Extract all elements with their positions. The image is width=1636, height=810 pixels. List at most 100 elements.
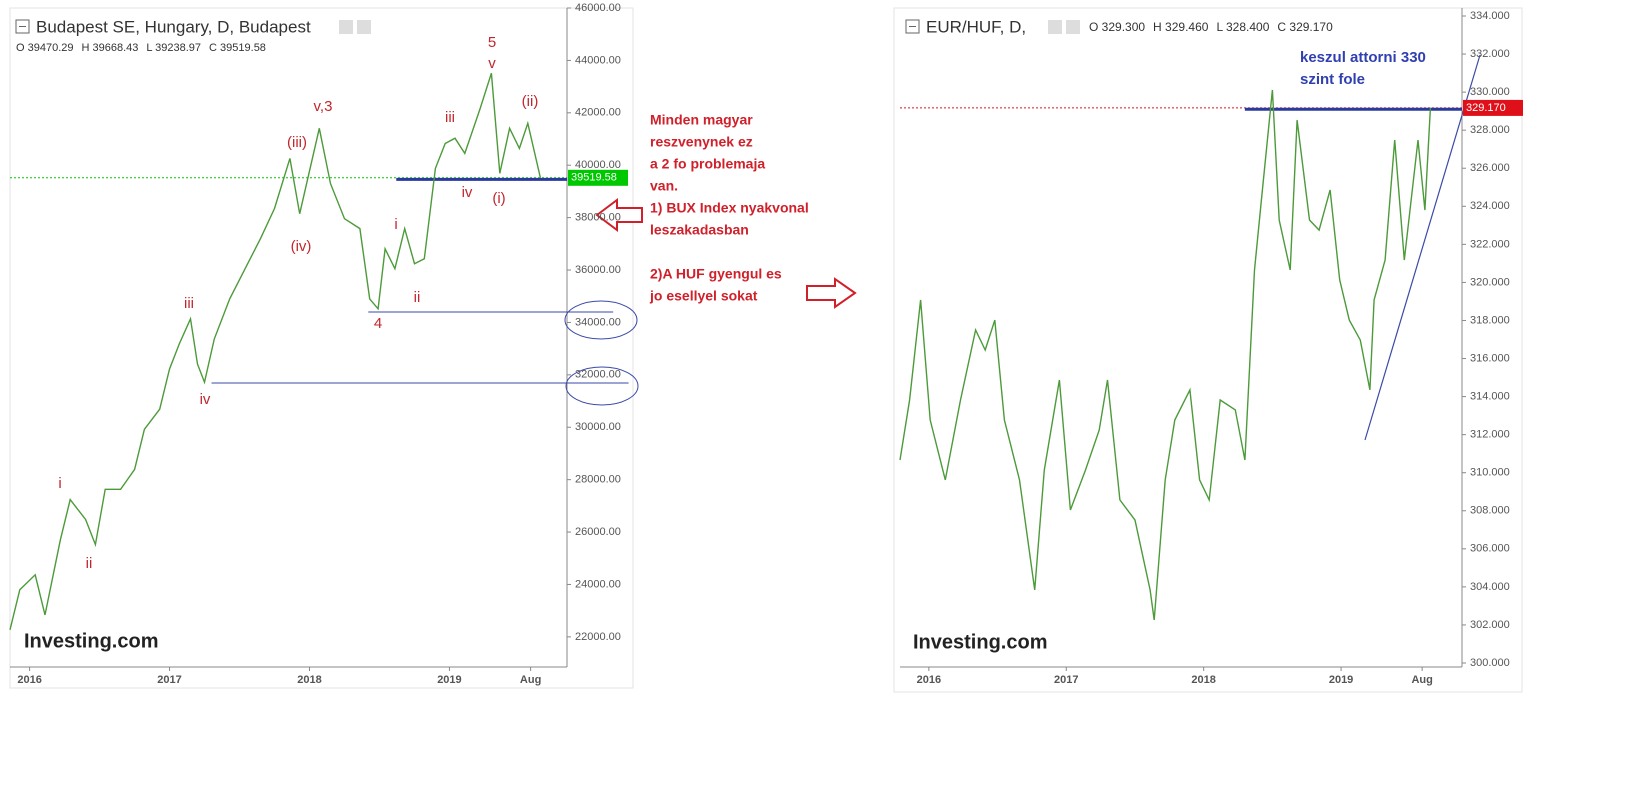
annotation: iii — [184, 295, 194, 312]
last-price-label: 329.170 — [1466, 102, 1506, 114]
y-tick-label: 36000.00 — [575, 264, 621, 276]
y-tick-label: 34000.00 — [575, 316, 621, 328]
annotation: i — [394, 216, 397, 233]
y-tick-label: 300.000 — [1470, 657, 1510, 669]
note-line: a 2 fo problemaja — [650, 156, 765, 172]
x-tick-label: 2019 — [437, 674, 461, 686]
ellipse-mark — [564, 300, 638, 340]
ohlc-value: H 329.460 — [1153, 20, 1209, 34]
annotation: 4 — [374, 315, 382, 332]
y-tick-label: 304.000 — [1470, 581, 1510, 593]
y-tick-label: 40000.00 — [575, 159, 621, 171]
arrow-right — [806, 277, 857, 309]
y-tick-label: 22000.00 — [575, 631, 621, 643]
note-line: jo esellyel sokat — [649, 288, 758, 304]
annotation: iii — [445, 109, 455, 126]
y-tick-label: 332.000 — [1470, 48, 1510, 60]
annotation: v — [488, 55, 496, 72]
y-tick-label: 24000.00 — [575, 578, 621, 590]
y-tick-label: 320.000 — [1470, 276, 1510, 288]
y-tick-label: 28000.00 — [575, 474, 621, 486]
note-line: 1) BUX Index nyakvonal — [650, 200, 809, 216]
last-price-box — [1463, 99, 1523, 116]
y-tick-label: 308.000 — [1470, 505, 1510, 517]
y-tick-label: 302.000 — [1470, 619, 1510, 631]
price-line — [9, 72, 542, 630]
y-tick-label: 328.000 — [1470, 124, 1510, 136]
collapse-icon[interactable] — [15, 19, 30, 34]
arrow-left — [595, 198, 643, 232]
watermark: Investing.com — [913, 631, 1047, 653]
y-tick-label: 310.000 — [1470, 467, 1510, 479]
x-tick-label: 2019 — [1329, 674, 1353, 686]
y-tick-label: 334.000 — [1470, 10, 1510, 22]
y-tick-label: 318.000 — [1470, 314, 1510, 326]
x-tick-label: 2017 — [157, 674, 181, 686]
settings-icon[interactable] — [357, 20, 371, 34]
last-price-label: 39519.58 — [571, 172, 617, 184]
note-line: leszakadasban — [650, 222, 749, 238]
watermark: Investing.com — [24, 630, 158, 652]
y-tick-label: 322.000 — [1470, 238, 1510, 250]
price-line — [899, 89, 1432, 621]
y-tick-label: 312.000 — [1470, 429, 1510, 441]
annotation: (i) — [492, 190, 505, 207]
ellipse-mark — [565, 366, 639, 406]
note-line: Minden magyar — [650, 112, 753, 128]
annotation: (iv) — [291, 238, 312, 255]
y-tick-label: 326.000 — [1470, 162, 1510, 174]
annotation: v,3 — [314, 98, 333, 115]
right-panel — [893, 7, 1523, 693]
y-tick-label: 42000.00 — [575, 107, 621, 119]
annotation: szint fole — [1300, 71, 1365, 88]
settings-icon[interactable] — [1066, 20, 1080, 34]
annotation: (ii) — [522, 93, 539, 110]
y-tick-label: 316.000 — [1470, 352, 1510, 364]
annotation: keszul attorni 330 — [1300, 49, 1426, 66]
x-tick-label: Aug — [1411, 674, 1432, 686]
annotation: iv — [462, 184, 473, 201]
ohlc-value: O 39470.29 — [16, 42, 74, 54]
note-line: 2)A HUF gyengul es — [650, 266, 782, 282]
settings-icon[interactable] — [339, 20, 353, 34]
y-tick-label: 314.000 — [1470, 390, 1510, 402]
ohlc-value: C 39519.58 — [209, 42, 266, 54]
annotation: i — [58, 475, 61, 492]
annotation: (iii) — [287, 134, 307, 151]
x-tick-label: Aug — [520, 674, 541, 686]
note-line: reszvenynek ez — [650, 134, 753, 150]
left-panel — [9, 7, 634, 689]
x-tick-label: 2018 — [1191, 674, 1215, 686]
x-tick-label: 2018 — [297, 674, 321, 686]
chart-title: EUR/HUF, D, — [926, 17, 1026, 36]
y-tick-label: 324.000 — [1470, 200, 1510, 212]
annotation: ii — [414, 289, 421, 306]
y-tick-label: 30000.00 — [575, 421, 621, 433]
ohlc-value: O 329.300 — [1089, 20, 1145, 34]
notes: Minden magyar reszvenynek ez a 2 fo proble… — [649, 112, 809, 304]
y-tick-label: 26000.00 — [575, 526, 621, 538]
annotation: ii — [86, 555, 93, 572]
note-line: van. — [650, 178, 678, 194]
y-tick-label: 330.000 — [1470, 86, 1510, 98]
annotation: 5 — [488, 34, 496, 51]
ohlc-value: L 328.400 — [1216, 20, 1269, 34]
ohlc-value: L 39238.97 — [146, 42, 201, 54]
y-tick-label: 38000.00 — [575, 212, 621, 224]
last-price-box — [568, 169, 628, 186]
trend-line — [1364, 54, 1481, 441]
settings-icon[interactable] — [1048, 20, 1062, 34]
x-tick-label: 2016 — [917, 674, 941, 686]
y-tick-label: 44000.00 — [575, 54, 621, 66]
ohlc-value: C 329.170 — [1277, 20, 1333, 34]
chart-title: Budapest SE, Hungary, D, Budapest — [36, 17, 311, 36]
ohlc-value: H 39668.43 — [82, 42, 139, 54]
x-tick-label: 2016 — [17, 674, 41, 686]
collapse-icon[interactable] — [905, 19, 920, 34]
x-tick-label: 2017 — [1054, 674, 1078, 686]
y-tick-label: 32000.00 — [575, 369, 621, 381]
annotation: iv — [200, 391, 211, 408]
y-tick-label: 46000.00 — [575, 2, 621, 14]
